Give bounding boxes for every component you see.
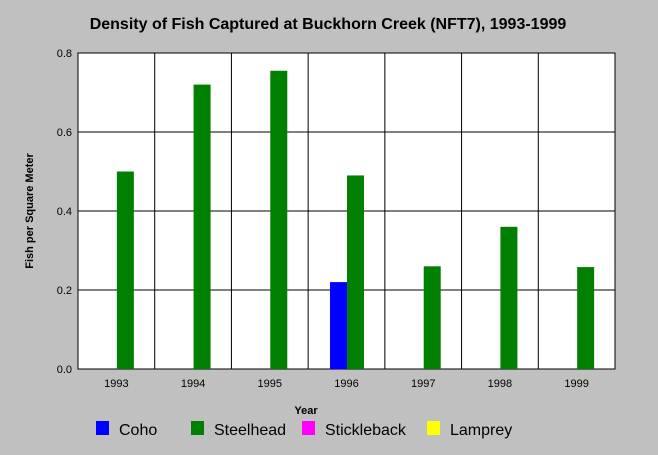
y-axis-label: Fish per Square Meter (24, 153, 36, 269)
legend-swatch (191, 421, 204, 435)
x-tick-label: 1998 (488, 378, 512, 390)
bars (116, 70, 595, 370)
y-tick-label: 0.6 (57, 127, 72, 139)
grid (78, 52, 615, 370)
x-tick-label: 1999 (564, 378, 588, 390)
x-axis-ticks: 1993 1994 1995 1996 1997 1998 1999 (104, 378, 589, 390)
x-tick-label: 1995 (258, 378, 282, 390)
bar-steelhead (423, 266, 441, 369)
legend-label: Steelhead (214, 422, 286, 439)
y-tick-label: 0.8 (57, 48, 72, 60)
legend: Coho Steelhead Stickleback Lamprey (96, 421, 512, 439)
x-tick-label: 1996 (334, 378, 358, 390)
legend-label: Coho (119, 422, 157, 439)
bar-coho (330, 282, 347, 369)
bar-steelhead (116, 171, 134, 369)
legend-swatch (96, 421, 109, 435)
x-tick-label: 1994 (181, 378, 205, 390)
y-tick-label: 0.0 (57, 364, 72, 376)
bar-steelhead (500, 226, 518, 369)
y-tick-label: 0.2 (57, 285, 72, 297)
bar-steelhead (270, 70, 288, 370)
bar-steelhead (577, 267, 595, 369)
y-axis-ticks: 0.0 0.2 0.4 0.6 0.8 (57, 48, 72, 376)
x-axis-label: Year (294, 405, 318, 417)
legend-label: Lamprey (450, 422, 512, 439)
bar-steelhead (193, 84, 211, 369)
legend-swatch (302, 421, 315, 435)
legend-swatch (427, 421, 440, 435)
x-tick-label: 1993 (104, 378, 128, 390)
y-tick-label: 0.4 (57, 206, 72, 218)
bar-steelhead (347, 175, 364, 369)
legend-label: Stickleback (325, 422, 407, 439)
x-tick-label: 1997 (411, 378, 435, 390)
chart-title: Density of Fish Captured at Buckhorn Cre… (90, 16, 567, 33)
